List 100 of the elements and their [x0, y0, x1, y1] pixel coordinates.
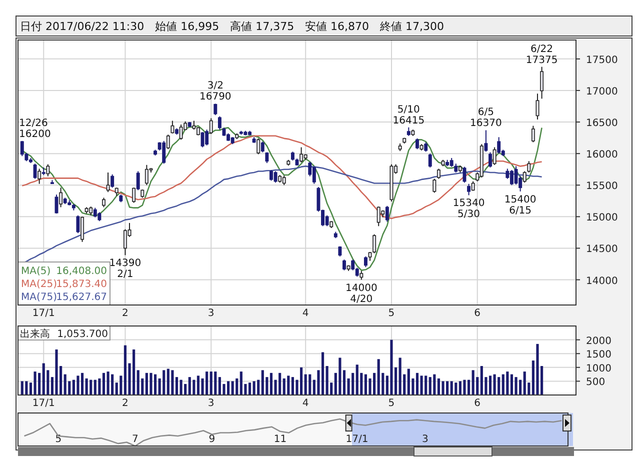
bar — [252, 381, 256, 395]
candlestick — [385, 205, 389, 222]
candlestick — [376, 206, 380, 227]
candlestick — [38, 168, 42, 184]
bar — [308, 374, 312, 395]
x-tick-label: 9 — [208, 434, 216, 445]
bar — [210, 372, 212, 395]
candlestick — [123, 228, 127, 256]
x-tick-label: 17/1 — [32, 398, 55, 409]
bar — [102, 372, 106, 395]
bar — [493, 374, 496, 395]
candlestick — [432, 178, 436, 194]
candlestick — [428, 153, 432, 168]
bar — [342, 370, 346, 395]
bar — [166, 368, 170, 395]
candlestick — [214, 103, 218, 116]
candlestick — [514, 166, 518, 185]
chart-title: 日付 2017/06/22 11:30 始値 16,995 高値 17,375 安値 16,870 終値 17,300 — [20, 20, 444, 33]
bar — [106, 372, 110, 395]
annotation: 12/26 16200 — [19, 118, 51, 140]
bar — [523, 372, 526, 395]
text: MA(75) — [21, 292, 58, 303]
candlestick — [436, 168, 440, 180]
bar — [450, 381, 453, 395]
x-tick-label: 5 — [55, 434, 62, 445]
bar — [80, 372, 84, 395]
bar — [85, 378, 88, 395]
bar — [424, 376, 428, 395]
candlestick — [531, 125, 535, 143]
candlestick — [467, 183, 471, 196]
bar — [454, 382, 458, 395]
candlestick — [416, 138, 419, 150]
bar — [442, 381, 444, 395]
bar — [326, 366, 328, 395]
annotation: 6/22 17375 — [526, 44, 558, 66]
y-tick-label: 16000 — [586, 150, 618, 161]
candlestick — [372, 234, 376, 254]
annotation: 5/10 16415 — [392, 104, 425, 126]
bar — [42, 363, 45, 395]
bar — [34, 372, 36, 395]
candlestick — [144, 164, 148, 186]
bar — [111, 374, 114, 395]
bar — [171, 370, 174, 395]
x-tick-label: 6 — [474, 308, 481, 319]
bar — [98, 378, 101, 395]
candlestick — [132, 187, 136, 204]
bar — [502, 374, 504, 395]
bar — [25, 381, 28, 395]
x-tick-label: 5 — [388, 308, 395, 319]
bar — [472, 370, 474, 395]
candlestick — [209, 118, 213, 135]
bar — [261, 370, 264, 395]
bar — [536, 344, 539, 395]
bar — [437, 378, 440, 395]
bar — [498, 377, 500, 395]
candlestick — [342, 259, 346, 271]
y-tick-label: 16500 — [586, 118, 618, 130]
candlestick — [522, 170, 526, 184]
y-tick-label: 14500 — [586, 244, 618, 256]
annotation: 3/2 16790 — [199, 80, 232, 103]
bar — [90, 380, 92, 395]
bar — [287, 376, 290, 395]
bar — [488, 376, 492, 395]
candlestick — [80, 216, 84, 242]
candlestick — [312, 166, 316, 184]
x-tick-label: 4 — [302, 308, 309, 319]
bar — [506, 372, 509, 395]
candlestick — [282, 175, 286, 186]
candlestick — [300, 146, 304, 163]
x-tick-label: 4 — [302, 398, 309, 409]
annotation: 15400 6/15 — [504, 194, 536, 216]
candlestick — [166, 134, 170, 150]
y-tick-label: 2000 — [586, 336, 612, 347]
candlestick — [46, 164, 50, 177]
y-tick-label: 17000 — [586, 86, 618, 98]
bar — [231, 381, 234, 395]
chart-title: 出来高 — [20, 328, 50, 340]
candlestick — [492, 146, 496, 166]
candlestick — [497, 136, 501, 154]
x-tick-label: 5 — [388, 398, 395, 409]
annotation: 15,627.67 — [56, 292, 107, 303]
bar — [55, 349, 58, 395]
bar — [510, 374, 514, 395]
annotation: 15340 5/30 — [452, 198, 485, 220]
bar — [463, 380, 466, 395]
candlestick — [484, 130, 488, 152]
bar — [184, 384, 187, 395]
bar — [270, 372, 273, 395]
bar — [120, 376, 122, 395]
x-tick-label: 7 — [132, 434, 138, 445]
candlestick — [54, 194, 58, 214]
bar — [20, 381, 24, 395]
bar — [154, 374, 157, 395]
x-tick-label: 3 — [208, 398, 214, 409]
bar — [377, 359, 380, 395]
candlestick — [76, 214, 80, 234]
bar — [76, 376, 80, 395]
candlestick — [256, 138, 260, 155]
bar — [321, 352, 324, 395]
bar — [390, 340, 393, 395]
